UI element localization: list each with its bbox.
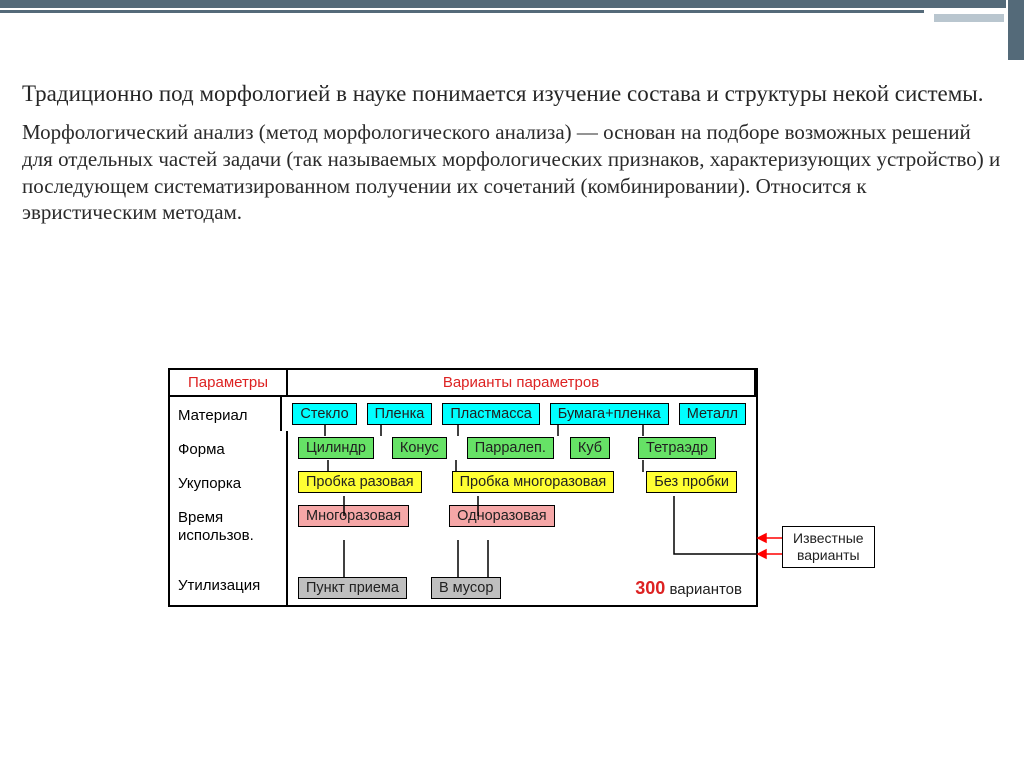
param-label: Форма <box>170 431 288 465</box>
chip: Бумага+пленка <box>550 403 669 425</box>
decor-corner-light <box>934 14 1004 22</box>
chip: Металл <box>679 403 746 425</box>
param-label: Утилизация <box>170 559 288 605</box>
morphological-diagram: Параметры Варианты параметров Материал С… <box>168 368 928 607</box>
chip: Без пробки <box>646 471 737 493</box>
param-values: Пункт приема В мусор 300 вариантов <box>288 559 756 605</box>
intro-paragraph: Традиционно под морфологией в науке пони… <box>22 80 1002 109</box>
chip: Пробка многоразовая <box>452 471 615 493</box>
text-block: Традиционно под морфологией в науке пони… <box>22 80 1002 226</box>
chip: Конус <box>392 437 447 459</box>
chip: Одноразовая <box>449 505 554 527</box>
param-label: Материал <box>170 397 282 431</box>
param-values: Многоразовая Одноразовая <box>288 499 756 559</box>
total-number: 300 <box>635 578 665 598</box>
chip: Стекло <box>292 403 356 425</box>
param-values: Цилиндр Конус Парралеп. Куб Тетраэдр <box>288 431 756 465</box>
chip: Парралеп. <box>467 437 554 459</box>
decor-stripe-2 <box>0 10 924 13</box>
known-variants-box: Известные варианты <box>782 526 875 568</box>
param-values: Пробка разовая Пробка многоразовая Без п… <box>288 465 756 499</box>
chip: Пункт приема <box>298 577 407 599</box>
param-label: Время использов. <box>170 499 288 559</box>
morph-table: Параметры Варианты параметров Материал С… <box>168 368 758 607</box>
total-note: 300 вариантов <box>635 578 742 599</box>
chip: Пленка <box>367 403 433 425</box>
chip: Куб <box>570 437 610 459</box>
chip: Цилиндр <box>298 437 374 459</box>
chip: Многоразовая <box>298 505 409 527</box>
known-line2: варианты <box>793 547 864 564</box>
body-paragraph: Морфологический анализ (метод морфологич… <box>22 119 1002 227</box>
header-variants: Варианты параметров <box>288 370 756 397</box>
param-values: Стекло Пленка Пластмасса Бумага+пленка М… <box>282 397 756 431</box>
known-line1: Известные <box>793 530 864 547</box>
chip: Тетраэдр <box>638 437 716 459</box>
row-cap: Укупорка Пробка разовая Пробка многоразо… <box>170 465 756 499</box>
decor-stripe-1 <box>0 0 1006 8</box>
header-row: Параметры Варианты параметров <box>170 370 756 397</box>
header-params: Параметры <box>170 370 288 397</box>
total-label: вариантов <box>669 581 742 598</box>
chip: В мусор <box>431 577 501 599</box>
decor-corner <box>1008 0 1024 60</box>
param-label: Укупорка <box>170 465 288 499</box>
chip: Пластмасса <box>442 403 539 425</box>
row-form: Форма Цилиндр Конус Парралеп. Куб Тетраэ… <box>170 431 756 465</box>
row-material: Материал Стекло Пленка Пластмасса Бумага… <box>170 397 756 431</box>
row-time: Время использов. Многоразовая Одноразова… <box>170 499 756 559</box>
chip: Пробка разовая <box>298 471 422 493</box>
row-util: Утилизация Пункт приема В мусор 300 вари… <box>170 559 756 605</box>
